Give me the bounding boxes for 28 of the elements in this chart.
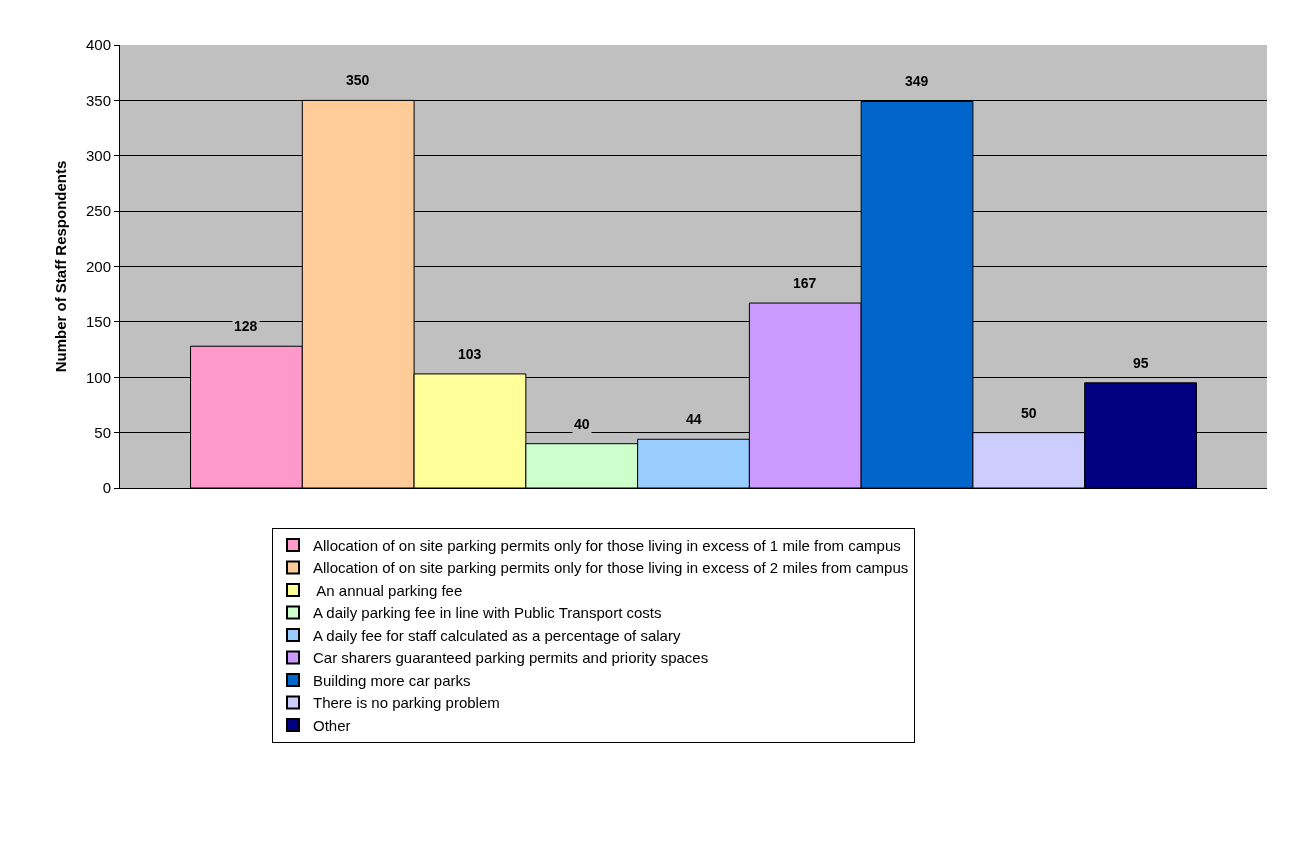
legend-label: Building more car parks [312, 671, 471, 689]
y-tick-label: 50 [94, 423, 111, 441]
data-label: 44 [686, 411, 702, 427]
data-label: 349 [905, 73, 929, 89]
data-label: 350 [346, 72, 370, 88]
legend-label: An annual parking fee [312, 581, 463, 599]
y-tick-label: 150 [85, 313, 111, 331]
y-tick-label: 350 [85, 91, 111, 109]
y-tick-label: 100 [85, 368, 111, 386]
data-label: 50 [1021, 405, 1037, 421]
legend-label: A daily parking fee in line with Public Transport costs [312, 604, 662, 622]
legend-label: Allocation of on site parking permits only for those living in excess of 2 miles from campus [312, 559, 909, 577]
data-label: 167 [793, 275, 817, 291]
y-axis-title: Number of Staff Respondents [52, 160, 70, 373]
data-label: 95 [1133, 355, 1149, 371]
legend-label: Allocation of on site parking permits only for those living in excess of 1 mile from campus [312, 536, 901, 554]
y-tick-label: 250 [85, 202, 111, 220]
y-tick-label: 0 [102, 479, 111, 497]
legend-label: Other [312, 716, 351, 734]
y-tick-label: 200 [85, 257, 111, 275]
legend-label: A daily fee for staff calculated as a percentage of salary [312, 626, 681, 644]
y-tick-label: 300 [85, 147, 111, 164]
data-label: 103 [458, 346, 482, 362]
data-label: 40 [574, 416, 590, 432]
legend-label: Car sharers guaranteed parking permits and priority spaces [312, 649, 709, 667]
y-tick-label: 400 [85, 36, 111, 54]
data-label: 128 [234, 318, 258, 334]
legend-label: There is no parking problem [312, 694, 500, 712]
